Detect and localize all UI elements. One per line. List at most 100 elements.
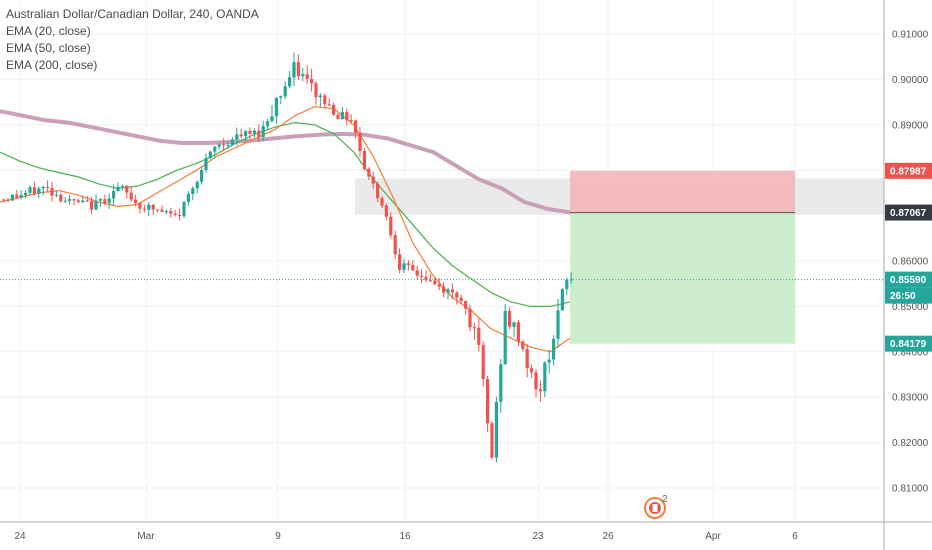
target-price-badge-bg (885, 335, 932, 352)
x-tick-label: 16 (399, 531, 411, 542)
candle-body (186, 193, 190, 202)
candle-body (477, 327, 481, 345)
candle-body (512, 322, 516, 327)
y-tick-label: 0.82000 (892, 438, 929, 449)
candle-body (98, 199, 102, 201)
candle-body (142, 208, 146, 210)
candle-body (402, 263, 406, 270)
candle-body (120, 185, 124, 187)
candle-body (138, 203, 142, 209)
candle-body (459, 297, 463, 302)
countdown-badge-text: 26:50 (890, 291, 916, 302)
candle-body (446, 289, 450, 293)
legend-ema200[interactable]: EMA (200, close) (6, 58, 98, 72)
candle-body (415, 270, 419, 276)
candle-body (530, 368, 534, 373)
candle-body (6, 199, 10, 201)
candle-body (10, 194, 14, 201)
idea-count: 2 (662, 494, 668, 505)
candle-body (420, 275, 424, 277)
candle-body (217, 144, 221, 147)
x-tick-label: 9 (275, 531, 281, 542)
candle-body (279, 96, 283, 98)
candle-body (556, 310, 560, 339)
candle-body (129, 192, 133, 200)
candle-body (235, 134, 239, 140)
tradingview-logo-ring (644, 497, 666, 519)
candle-body (182, 201, 186, 217)
tradingview-watermark[interactable]: 2 (644, 494, 668, 519)
candle-body (310, 78, 314, 84)
candle-body (156, 209, 160, 211)
candle-body (547, 359, 551, 363)
candle-body (332, 104, 336, 115)
candle-body (503, 310, 507, 365)
candle-body (24, 192, 28, 196)
y-tick-label: 0.85000 (892, 302, 929, 313)
candle-body (200, 170, 204, 182)
countdown-badge-bg (885, 287, 932, 304)
candle-body (213, 146, 217, 152)
ema200-line (0, 109, 571, 215)
candle-body (226, 144, 230, 146)
legend-ema50[interactable]: EMA (50, close) (6, 41, 91, 55)
candle-body (481, 344, 485, 380)
candle-body (543, 362, 547, 392)
candle-body (336, 114, 340, 120)
candle-body (552, 338, 556, 360)
candle-body (384, 205, 388, 217)
candle-body (288, 77, 292, 87)
candle-body (72, 199, 76, 201)
x-tick-label: 23 (532, 531, 544, 542)
candle-body (63, 200, 67, 202)
candle-body (367, 168, 371, 177)
candle-body (371, 176, 375, 184)
stop-price-badge-text: 0.87987 (890, 166, 927, 177)
candle-body (389, 216, 393, 236)
y-tick-label: 0.91000 (892, 30, 929, 41)
candle-body (204, 158, 208, 171)
candle-body (248, 131, 252, 134)
candle-body (455, 292, 459, 298)
candle-body (50, 187, 54, 196)
candle-body (499, 364, 503, 402)
candle-body (239, 134, 243, 137)
legend-ema20[interactable]: EMA (20, close) (6, 24, 91, 38)
candle-body (195, 181, 199, 189)
candle-body (68, 199, 72, 201)
candle-body (486, 379, 490, 424)
candle-body (134, 199, 138, 204)
x-tick-label: 26 (602, 531, 614, 542)
candle-body (305, 74, 309, 79)
candle-body (327, 104, 331, 106)
candle-body (283, 86, 287, 97)
candle-body (125, 185, 129, 193)
candle-body (208, 151, 212, 159)
candle-body (112, 191, 116, 199)
candle-body (81, 200, 85, 203)
candle-body (169, 211, 173, 214)
candle-body (428, 280, 432, 282)
candle-body (314, 83, 318, 98)
candle-body (349, 120, 353, 122)
candle-body (569, 279, 573, 281)
candle-body (411, 264, 415, 271)
candle-body (437, 284, 441, 287)
candle-body (266, 121, 270, 127)
candle-body (362, 151, 366, 169)
candle-body (28, 187, 32, 193)
chart-legend: Australian Dollar/Canadian Dollar, 240, … (6, 6, 259, 74)
x-tick-label: Mar (137, 531, 155, 542)
target-price-badge-text: 0.84179 (890, 339, 927, 350)
entry-price-badge-bg (885, 204, 932, 221)
candle-body (464, 301, 468, 309)
candle-body (76, 200, 80, 203)
y-tick-label: 0.81000 (892, 483, 929, 494)
candle-body (160, 209, 164, 212)
candle-body (538, 389, 542, 392)
candle-body (19, 195, 23, 198)
candle-body (398, 254, 402, 270)
candle-body (345, 111, 349, 121)
y-tick-label: 0.90000 (892, 75, 929, 86)
